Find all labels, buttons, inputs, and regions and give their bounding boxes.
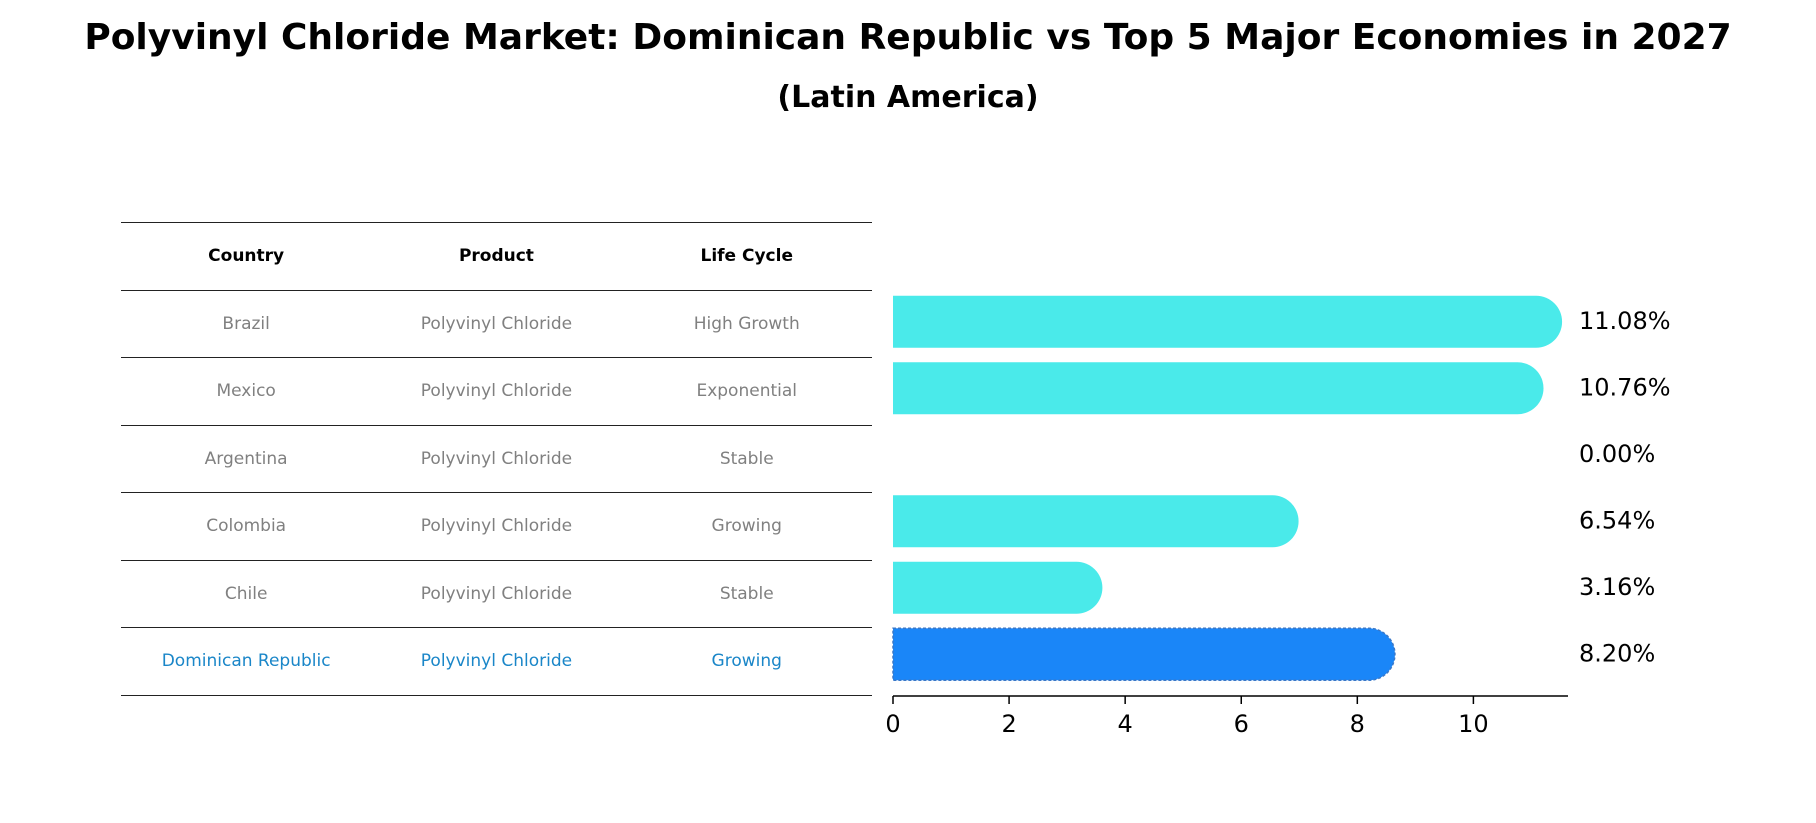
table-row: Argentina Polyvinyl Chloride Stable xyxy=(121,426,872,493)
country-table: Country Product Life Cycle Brazil Polyvi… xyxy=(121,222,872,696)
table-row-highlight: Dominican Republic Polyvinyl Chloride Gr… xyxy=(121,628,872,696)
header-product: Product xyxy=(458,246,534,267)
product-cell: Polyvinyl Chloride xyxy=(420,313,573,334)
country-cell: Mexico xyxy=(216,381,276,402)
chart-subtitle: (Latin America) xyxy=(777,80,1039,115)
country-cell: Chile xyxy=(224,583,268,604)
country-cell: Argentina xyxy=(204,448,288,469)
x-tick-label: 0 xyxy=(885,710,900,738)
life-cycle-cell: Exponential xyxy=(696,381,797,402)
bar-value-label: 0.00% xyxy=(1579,440,1655,468)
life-cycle-cell: Growing xyxy=(711,516,782,537)
bar-value-label: 8.20% xyxy=(1579,639,1655,667)
x-tick-label: 10 xyxy=(1458,710,1489,738)
bar-value-label: 3.16% xyxy=(1579,573,1655,601)
chart-title: Polyvinyl Chloride Market: Dominican Rep… xyxy=(84,17,1732,58)
table-row: Brazil Polyvinyl Chloride High Growth xyxy=(121,291,872,358)
life-cycle-cell: High Growth xyxy=(693,313,800,334)
life-cycle-cell: Stable xyxy=(719,448,774,469)
table-row: Mexico Polyvinyl Chloride Exponential xyxy=(121,358,872,426)
table-row: Chile Polyvinyl Chloride Stable xyxy=(121,561,872,628)
product-cell: Polyvinyl Chloride xyxy=(420,516,573,537)
bar-value-label: 10.76% xyxy=(1579,373,1671,401)
header-life-cycle: Life Cycle xyxy=(700,246,793,267)
x-tick-label: 4 xyxy=(1118,710,1133,738)
product-cell: Polyvinyl Chloride xyxy=(420,651,573,672)
bar-value-label: 11.08% xyxy=(1579,307,1671,335)
x-tick-label: 6 xyxy=(1234,710,1249,738)
bar xyxy=(893,495,1299,548)
header-country: Country xyxy=(208,246,285,267)
product-cell: Polyvinyl Chloride xyxy=(420,381,573,402)
life-cycle-cell: Stable xyxy=(719,583,774,604)
country-cell: Dominican Republic xyxy=(161,651,331,672)
x-tick-label: 8 xyxy=(1350,710,1365,738)
country-cell: Brazil xyxy=(222,313,270,334)
product-cell: Polyvinyl Chloride xyxy=(420,448,573,469)
table-header-row: Country Product Life Cycle xyxy=(121,222,872,291)
bar xyxy=(892,627,1396,681)
country-cell: Colombia xyxy=(206,516,287,537)
bar xyxy=(893,295,1563,348)
bar xyxy=(893,362,1544,415)
bar-value-label: 6.54% xyxy=(1579,506,1655,534)
product-cell: Polyvinyl Chloride xyxy=(420,583,573,604)
bar xyxy=(893,561,1103,614)
table-row: Colombia Polyvinyl Chloride Growing xyxy=(121,493,872,561)
x-tick-label: 2 xyxy=(1001,710,1016,738)
life-cycle-cell: Growing xyxy=(711,651,782,672)
